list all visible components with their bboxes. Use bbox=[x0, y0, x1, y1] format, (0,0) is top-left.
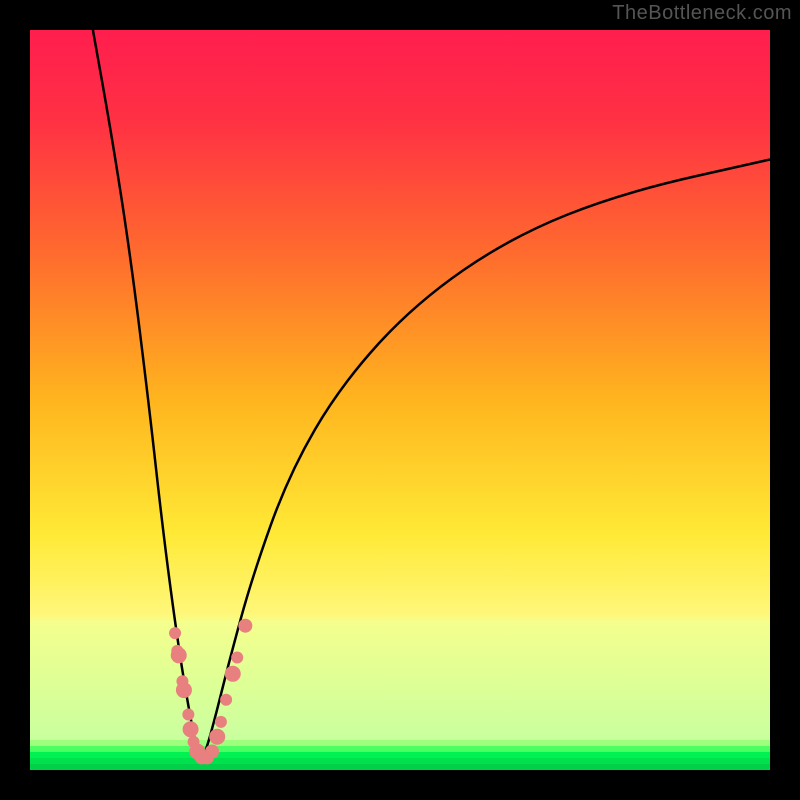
data-marker bbox=[238, 619, 252, 633]
curve-right-branch bbox=[202, 160, 770, 759]
data-marker bbox=[225, 666, 241, 682]
data-marker bbox=[205, 745, 219, 759]
watermark-text: TheBottleneck.com bbox=[612, 2, 792, 25]
data-marker bbox=[171, 647, 187, 663]
curve-left-branch bbox=[93, 30, 202, 759]
data-marker bbox=[176, 682, 192, 698]
data-marker bbox=[220, 694, 232, 706]
data-marker bbox=[183, 721, 199, 737]
data-marker bbox=[169, 627, 181, 639]
data-marker bbox=[231, 652, 243, 664]
data-marker bbox=[182, 709, 194, 721]
data-marker bbox=[215, 716, 227, 728]
data-marker bbox=[209, 729, 225, 745]
plot-area bbox=[30, 30, 770, 770]
bottleneck-curve bbox=[30, 30, 770, 770]
